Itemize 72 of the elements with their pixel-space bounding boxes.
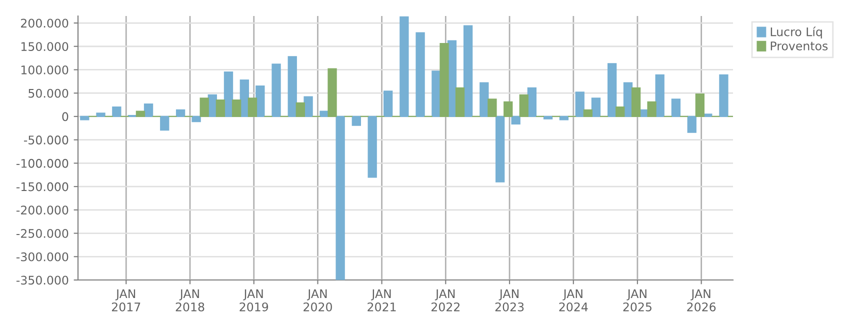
y-tick-label: -200.000 bbox=[16, 206, 68, 215]
bar bbox=[248, 98, 258, 118]
bar bbox=[304, 96, 313, 118]
x-tick-label: JAN 2026 bbox=[687, 289, 716, 312]
bar bbox=[608, 63, 617, 118]
bar bbox=[488, 98, 497, 118]
y-tick-label: 150.000 bbox=[21, 42, 68, 52]
bar bbox=[687, 116, 696, 133]
bar bbox=[504, 101, 513, 118]
bar bbox=[336, 116, 345, 280]
x-tick-label: JAN 2023 bbox=[495, 289, 524, 312]
bar bbox=[616, 106, 625, 118]
bar bbox=[352, 116, 361, 126]
bar bbox=[192, 116, 201, 122]
bar bbox=[216, 100, 226, 118]
bar bbox=[112, 106, 122, 118]
bar bbox=[631, 87, 641, 118]
bar bbox=[368, 116, 377, 178]
y-tick-label: -50.000 bbox=[24, 136, 68, 144]
bar bbox=[224, 72, 234, 118]
y-tick-label: 50.000 bbox=[28, 88, 68, 98]
bar bbox=[455, 87, 465, 118]
bar bbox=[671, 98, 681, 118]
x-tick-label: JAN 2020 bbox=[304, 289, 332, 312]
bar bbox=[176, 109, 186, 118]
bar bbox=[559, 116, 569, 120]
bar bbox=[328, 68, 337, 118]
bar bbox=[136, 110, 146, 118]
legend-label: Proventos bbox=[770, 42, 828, 50]
bar bbox=[400, 16, 409, 118]
bar bbox=[296, 102, 305, 118]
y-tick-label: -100.000 bbox=[16, 158, 68, 168]
x-tick-label: JAN 2022 bbox=[432, 289, 460, 312]
bar bbox=[647, 101, 656, 118]
y-tick-label: -150.000 bbox=[16, 182, 68, 192]
bar bbox=[511, 116, 520, 124]
bar bbox=[416, 32, 425, 118]
bar bbox=[480, 82, 489, 118]
y-tick-label: 200.000 bbox=[21, 18, 68, 28]
bar bbox=[527, 87, 537, 118]
bar bbox=[232, 100, 242, 118]
bar bbox=[655, 74, 664, 118]
x-tick-label: JAN 2018 bbox=[176, 289, 204, 312]
bar bbox=[144, 104, 154, 118]
bar bbox=[575, 92, 584, 118]
bar bbox=[288, 56, 297, 118]
y-tick-label: -300.000 bbox=[16, 252, 68, 262]
x-tick-label: JAN 2024 bbox=[559, 289, 588, 312]
x-tick-label: JAN 2025 bbox=[623, 289, 652, 312]
x-tick-label: JAN 2021 bbox=[368, 289, 396, 312]
x-tick-label: JAN 2017 bbox=[112, 289, 140, 312]
y-tick-label: 0 bbox=[62, 112, 68, 122]
bar bbox=[440, 43, 449, 118]
y-tick-label: -350.000 bbox=[16, 276, 68, 285]
bar bbox=[272, 64, 281, 118]
bar bbox=[80, 116, 90, 120]
bar bbox=[583, 109, 593, 118]
bar bbox=[96, 112, 106, 118]
bar bbox=[384, 90, 393, 118]
bar bbox=[496, 116, 505, 182]
legend-label: Lucro Líq bbox=[770, 26, 822, 39]
bar bbox=[719, 74, 728, 118]
bar bbox=[519, 94, 528, 118]
bar bbox=[591, 98, 601, 118]
bar bbox=[463, 25, 473, 118]
bar bbox=[695, 93, 705, 118]
y-tick-label: 100.000 bbox=[21, 65, 68, 74]
x-tick-label: JAN 2019 bbox=[240, 289, 268, 312]
bar bbox=[200, 98, 209, 118]
y-tick-label: -250.000 bbox=[16, 229, 68, 238]
bar bbox=[160, 116, 170, 131]
bar bbox=[543, 116, 553, 120]
